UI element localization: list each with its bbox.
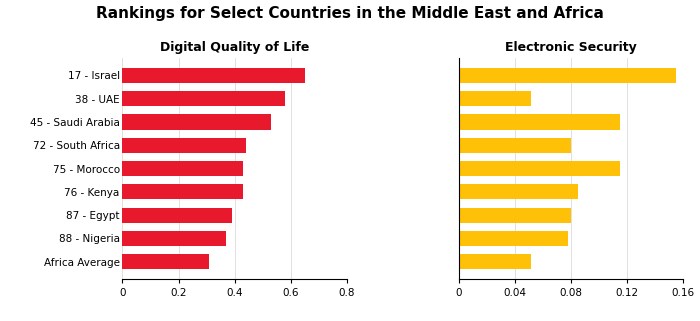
Title: Electronic Security: Electronic Security bbox=[505, 41, 636, 54]
Title: Digital Quality of Life: Digital Quality of Life bbox=[160, 41, 309, 54]
Bar bbox=[458, 114, 620, 130]
Bar bbox=[458, 184, 578, 199]
Bar bbox=[458, 254, 531, 269]
Bar bbox=[122, 91, 285, 106]
Bar bbox=[458, 207, 570, 223]
Bar bbox=[122, 161, 243, 176]
Bar bbox=[458, 68, 676, 83]
Bar bbox=[122, 207, 232, 223]
Bar bbox=[122, 231, 226, 246]
Text: Rankings for Select Countries in the Middle East and Africa: Rankings for Select Countries in the Mid… bbox=[96, 6, 604, 22]
Bar bbox=[122, 184, 243, 199]
Bar bbox=[458, 161, 620, 176]
Bar bbox=[122, 138, 246, 153]
Bar bbox=[122, 68, 304, 83]
Bar bbox=[458, 231, 568, 246]
Bar bbox=[122, 114, 271, 130]
Bar bbox=[458, 138, 570, 153]
Bar bbox=[122, 254, 209, 269]
Bar bbox=[458, 91, 531, 106]
